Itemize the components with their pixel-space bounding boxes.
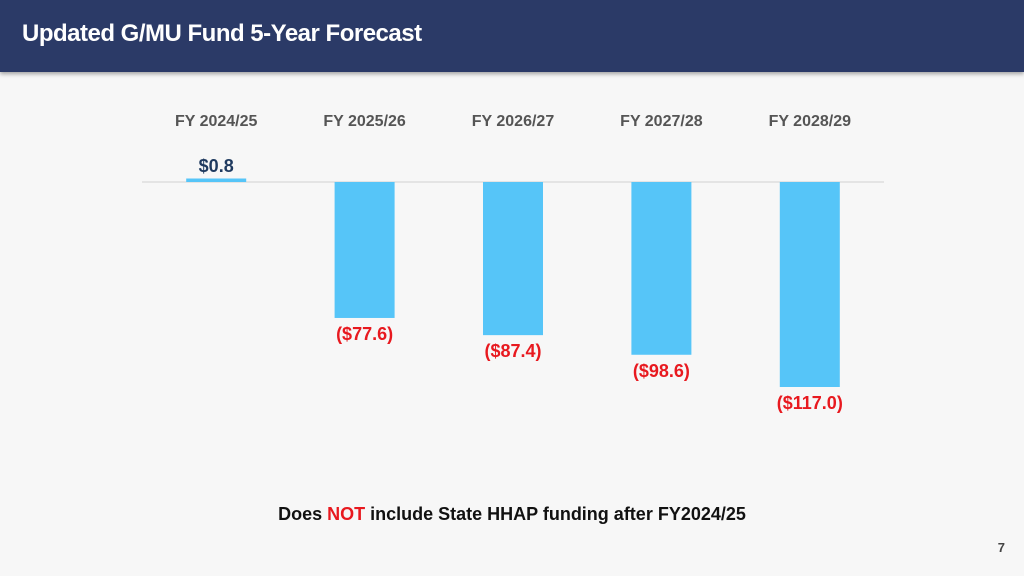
category-label: FY 2028/29: [769, 113, 852, 130]
data-label: ($77.6): [336, 324, 393, 344]
forecast-bar-chart: FY 2024/25 $0.8 FY 2025/26 ($77.6) FY 2026/2…: [142, 113, 884, 413]
footnote-prefix: Does: [278, 504, 328, 524]
category-label: FY 2026/27: [472, 113, 555, 130]
footnote-emphasis: NOT: [327, 504, 366, 524]
data-label: ($117.0): [777, 393, 843, 413]
category-label: FY 2027/28: [620, 113, 703, 130]
footnote-suffix: include State HHAP funding after FY2024/…: [365, 504, 746, 524]
bar: [334, 182, 395, 318]
bar: [779, 182, 840, 387]
footnote: Does NOT include State HHAP funding afte…: [0, 504, 1024, 525]
data-label: $0.8: [199, 156, 234, 176]
title-bar: Updated G/MU Fund 5-Year Forecast: [0, 0, 1024, 72]
page-title: Updated G/MU Fund 5-Year Forecast: [22, 20, 422, 47]
data-label: ($87.4): [484, 341, 541, 361]
data-label: ($98.6): [633, 361, 690, 381]
bar: [186, 178, 247, 182]
category-label: FY 2025/26: [323, 113, 406, 130]
page-number: 7: [997, 540, 1005, 555]
bar: [631, 182, 692, 355]
category-label: FY 2024/25: [175, 113, 258, 130]
bar: [483, 182, 543, 336]
